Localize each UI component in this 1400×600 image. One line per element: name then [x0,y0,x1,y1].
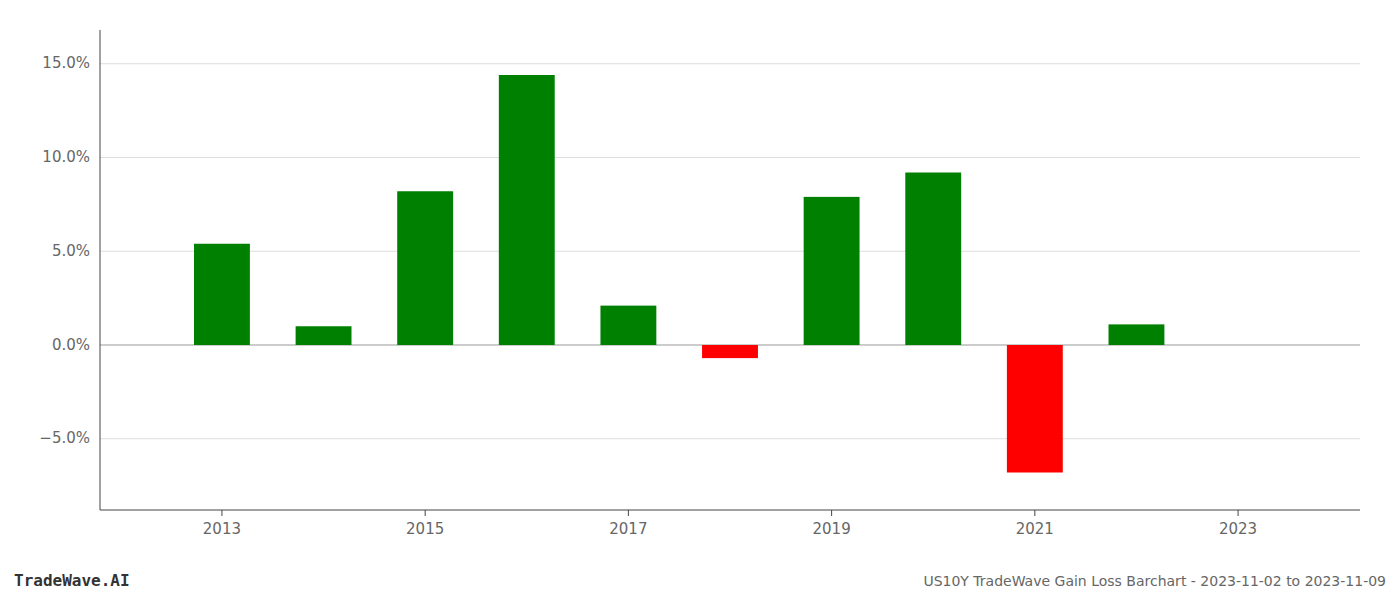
x-tick-label: 2023 [1219,520,1257,538]
x-tick-label: 2021 [1016,520,1054,538]
y-tick-labels: −5.0% 0.0% 5.0% 10.0% 15.0% [39,54,90,447]
x-ticks: 2013 2015 2017 2019 2021 2023 [203,510,1257,538]
x-tick-mark [1238,510,1239,516]
x-tick-mark [1034,510,1035,516]
x-tick-mark [831,510,832,516]
y-tick-label: −5.0% [39,429,90,447]
x-tick-mark [425,510,426,516]
x-tick-label: 2019 [813,520,851,538]
x-tick-mark [628,510,629,516]
bars [194,75,1164,473]
y-tick-label: 15.0% [42,54,90,72]
x-tick-label: 2013 [203,520,241,538]
y-tick-label: 10.0% [42,148,90,166]
bar [702,345,758,358]
chart-title: US10Y TradeWave Gain Loss Barchart - 202… [923,573,1386,589]
bar [1007,345,1063,473]
bar [194,244,250,345]
grid-line [100,251,1360,252]
x-tick-mark [221,510,222,516]
chart-container: −5.0%0.0%5.0%10.0%15.0%20132015201720192… [0,0,1400,600]
y-tick-label: 5.0% [52,242,90,260]
grid-line [100,157,1360,158]
grid-line [100,63,1360,64]
bar [499,75,555,345]
watermark: TradeWave.AI [14,571,130,590]
x-axis-line [100,510,1360,511]
bar [296,326,352,345]
bar [1109,324,1165,345]
y-axis-line [100,30,101,510]
grid-line [100,438,1360,439]
axes [100,30,1360,510]
x-tick-label: 2015 [406,520,444,538]
chart-svg: −5.0%0.0%5.0%10.0%15.0%20132015201720192… [0,0,1400,600]
bar [804,197,860,345]
bar [600,306,656,345]
y-grid [100,64,1360,439]
x-tick-label: 2017 [609,520,647,538]
bar [905,173,961,346]
y-tick-label: 0.0% [52,336,90,354]
bar [397,191,453,345]
